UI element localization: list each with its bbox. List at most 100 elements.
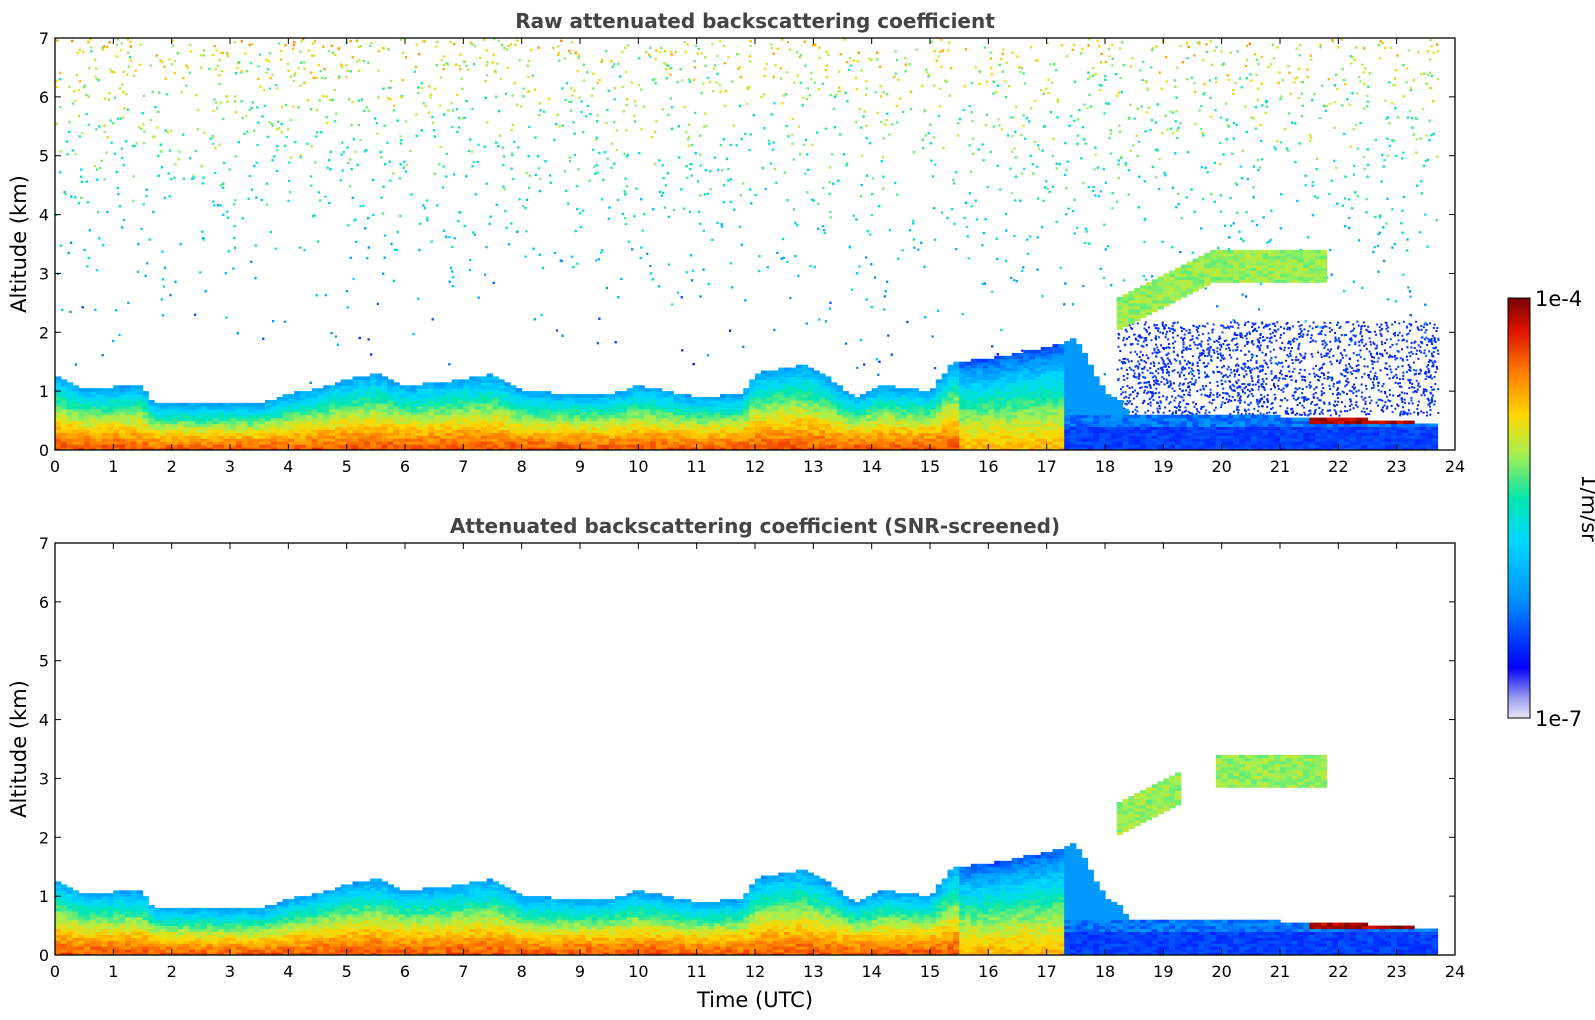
noise-speck [1351,386,1354,388]
noise-speck [650,136,654,139]
noise-speck [1300,375,1303,378]
noise-speck [83,248,86,252]
noise-speck [962,109,965,112]
noise-speck [1177,394,1180,397]
noise-speck [1183,333,1186,336]
noise-speck [165,93,169,96]
noise-speck [1209,96,1212,99]
noise-speck [382,87,385,90]
noise-speck [1092,189,1095,193]
noise-speck [100,159,103,162]
noise-speck [219,51,222,55]
noise-speck [86,265,89,268]
noise-speck [258,53,262,56]
noise-speck [1117,379,1120,382]
noise-speck [1009,167,1012,170]
noise-speck [98,237,101,240]
noise-speck [1261,158,1264,161]
noise-speck [1429,39,1432,42]
noise-speck [598,317,601,320]
noise-speck [1297,344,1300,347]
noise-speck [1288,328,1291,331]
noise-speck [1251,322,1254,325]
noise-speck [430,240,433,243]
noise-speck [1395,368,1398,371]
noise-speck [310,175,313,178]
noise-speck [431,318,434,321]
noise-speck [1168,359,1171,362]
noise-speck [1352,369,1355,372]
noise-speck [1064,282,1067,285]
noise-speck [1122,375,1125,377]
noise-speck [94,308,97,311]
noise-speck [1372,367,1374,370]
noise-speck [1356,368,1359,371]
noise-speck [1431,334,1434,337]
noise-speck [1244,370,1247,373]
noise-speck [327,50,330,53]
noise-speck [349,40,352,43]
noise-speck [1400,385,1403,388]
noise-speck [806,87,809,90]
noise-speck [1358,76,1361,79]
noise-speck [1348,363,1351,366]
noise-speck [1342,78,1346,82]
noise-speck [870,305,873,309]
noise-speck [963,85,966,88]
noise-speck [821,225,824,228]
noise-speck [1055,220,1058,223]
noise-speck [666,172,669,175]
noise-speck [600,251,603,254]
noise-speck [865,93,868,96]
noise-speck [1389,400,1392,403]
noise-speck [687,138,690,141]
noise-speck [501,146,504,149]
noise-speck [544,160,547,163]
noise-speck [1401,339,1404,342]
noise-speck [1203,83,1206,86]
noise-speck [1172,382,1175,385]
noise-speck [173,60,177,63]
noise-speck [812,44,815,47]
noise-speck [1181,368,1184,371]
noise-speck [1294,387,1297,390]
noise-speck [1386,137,1389,140]
noise-speck [1155,379,1158,382]
noise-speck [1426,245,1429,248]
noise-speck [396,231,399,234]
noise-speck [233,41,236,44]
noise-speck [1124,162,1127,165]
noise-speck [625,98,628,101]
noise-speck [82,86,86,89]
noise-speck [1422,392,1425,395]
noise-speck [1428,71,1432,74]
noise-speck [611,142,614,145]
noise-speck [1245,77,1248,80]
noise-speck [1328,356,1331,359]
noise-speck [990,73,993,76]
noise-speck [1356,405,1359,408]
noise-speck [1291,362,1294,365]
noise-speck [1230,371,1233,374]
noise-speck [625,155,628,158]
noise-speck [423,207,427,210]
noise-speck [974,66,977,69]
noise-speck [1428,359,1431,362]
noise-speck [418,53,421,56]
noise-speck [386,141,389,144]
noise-speck [1209,40,1212,43]
noise-speck [1415,372,1418,375]
noise-speck [1279,227,1282,230]
noise-speck [405,56,408,59]
noise-speck [171,40,174,43]
noise-speck [189,157,192,160]
noise-speck [787,135,790,138]
noise-speck [1163,363,1166,365]
noise-speck [56,39,59,42]
noise-speck [1381,399,1384,402]
noise-speck [1347,321,1350,324]
noise-speck [1107,47,1110,50]
noise-speck [313,40,317,43]
noise-speck [633,215,636,218]
noise-speck [580,110,583,113]
